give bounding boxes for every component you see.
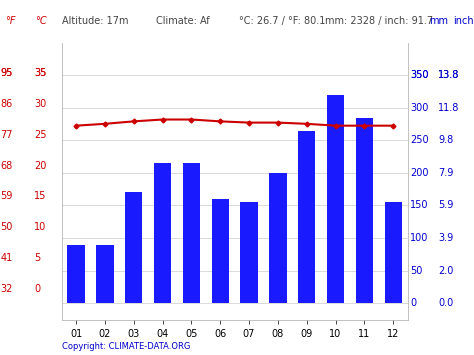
Text: 68: 68	[0, 161, 13, 171]
Text: 10: 10	[34, 222, 46, 232]
Text: 86: 86	[0, 99, 13, 109]
Text: 7.9: 7.9	[438, 168, 454, 178]
Text: Copyright: CLIMATE-DATA.ORG: Copyright: CLIMATE-DATA.ORG	[62, 343, 190, 351]
Text: 59: 59	[0, 191, 13, 201]
Bar	[211, 199, 229, 303]
Bar	[240, 202, 258, 303]
Text: 95: 95	[0, 69, 13, 78]
Text: 0: 0	[410, 298, 416, 308]
Bar	[298, 131, 315, 303]
Text: mm: mm	[429, 16, 448, 26]
Text: 0: 0	[34, 284, 40, 294]
Text: 25: 25	[34, 130, 46, 140]
Bar	[67, 245, 85, 303]
Text: mm: 2328 / inch: 91.7: mm: 2328 / inch: 91.7	[325, 16, 433, 26]
Text: °C: 26.7 / °F: 80.1: °C: 26.7 / °F: 80.1	[239, 16, 326, 26]
Text: 5.9: 5.9	[438, 201, 454, 211]
Text: 0.0: 0.0	[438, 298, 454, 308]
Bar	[269, 173, 286, 303]
Text: 150: 150	[410, 201, 428, 211]
Text: 35: 35	[34, 69, 46, 78]
Text: 350: 350	[410, 70, 428, 80]
Text: °C: °C	[36, 16, 47, 26]
Text: 50: 50	[410, 266, 422, 275]
Text: 35: 35	[34, 69, 46, 78]
Bar	[154, 163, 171, 303]
Text: 250: 250	[410, 135, 428, 145]
Text: 11.8: 11.8	[438, 103, 460, 113]
Text: 13.8: 13.8	[438, 70, 460, 80]
Text: 95: 95	[0, 69, 13, 78]
Text: inch: inch	[453, 16, 474, 26]
Text: 20: 20	[34, 161, 46, 171]
Text: 15: 15	[34, 191, 46, 201]
Text: 300: 300	[410, 103, 428, 113]
Text: 32: 32	[0, 284, 13, 294]
Text: Altitude: 17m: Altitude: 17m	[62, 16, 128, 26]
Text: 350: 350	[410, 70, 428, 80]
Text: Climate: Af: Climate: Af	[156, 16, 210, 26]
Text: 3.9: 3.9	[438, 233, 454, 243]
Text: °F: °F	[5, 16, 15, 26]
Bar	[96, 245, 113, 303]
Text: 9.8: 9.8	[438, 135, 454, 145]
Text: 13.8: 13.8	[438, 70, 460, 80]
Text: 77: 77	[0, 130, 13, 140]
Bar	[384, 202, 402, 303]
Bar	[327, 95, 344, 303]
Text: 41: 41	[0, 253, 13, 263]
Text: 200: 200	[410, 168, 428, 178]
Bar	[182, 163, 200, 303]
Bar	[356, 118, 373, 303]
Text: 2.0: 2.0	[438, 266, 454, 275]
Text: 50: 50	[0, 222, 13, 232]
Text: 5: 5	[34, 253, 40, 263]
Text: 30: 30	[34, 99, 46, 109]
Text: 100: 100	[410, 233, 428, 243]
Bar	[125, 192, 142, 303]
